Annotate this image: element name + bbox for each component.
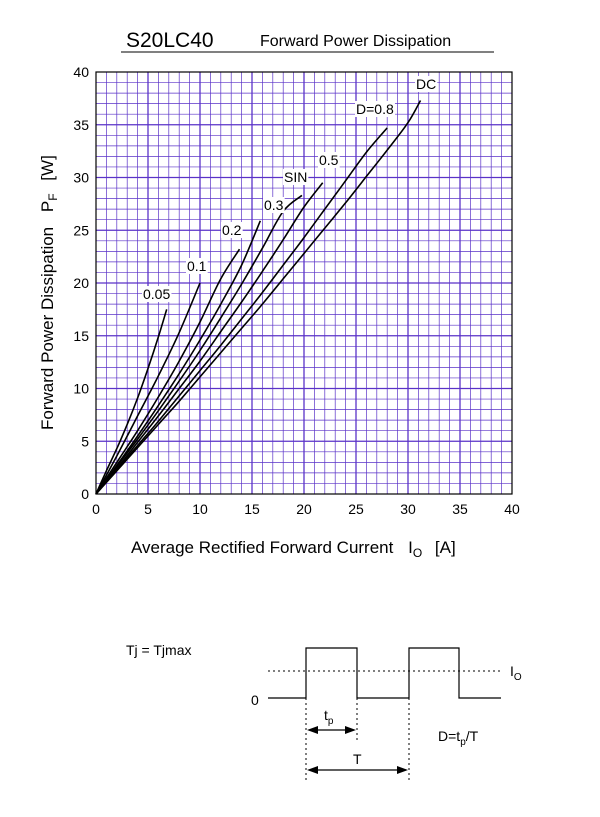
series-line-6	[95, 127, 388, 495]
junction-temp-condition: Tj = Tjmax	[126, 642, 191, 658]
waveform-diagram: Tj = Tjmax 0 IO tp T D=tp/T	[126, 642, 522, 780]
chart-title: Forward Power Dissipation	[260, 33, 451, 50]
y-tick-label: 20	[73, 275, 89, 291]
x-tick-labels: 0 5 10 15 20 25 30 35 40	[92, 501, 520, 517]
y-tick-labels: 0 5 10 15 20 25 30 35 40	[73, 64, 89, 502]
y-tick-label: 0	[81, 486, 89, 502]
part-number: S20LC40	[126, 29, 214, 52]
curve-label-bg-7	[415, 76, 438, 92]
curve-label-bg-4	[283, 169, 309, 185]
io-label: IO	[510, 663, 522, 683]
period-label: T	[353, 751, 362, 767]
series-line-5	[95, 182, 324, 495]
curve-label-bg-5	[318, 152, 340, 168]
series-line-1	[95, 282, 201, 495]
tp-arrow-right-head	[345, 726, 356, 734]
curve-label-2: 0.2	[222, 222, 242, 238]
curve-label-4: SIN	[284, 169, 307, 185]
series-group	[95, 100, 422, 495]
x-tick-label: 30	[400, 501, 416, 517]
x-tick-label: 0	[92, 501, 100, 517]
x-tick-label: 35	[452, 501, 468, 517]
x-axis-title: Average Rectified Forward Current IO [A]	[131, 538, 456, 561]
curve-label-bg-1	[186, 258, 208, 274]
curve-label-bg-6	[355, 101, 395, 117]
tp-label: tp	[324, 707, 334, 727]
y-tick-label: 40	[73, 64, 89, 80]
series-line-7	[95, 100, 422, 495]
period-arrow-right-head	[397, 766, 408, 774]
y-tick-label: 5	[81, 433, 89, 449]
series-line-0	[95, 309, 168, 495]
x-tick-label: 5	[144, 501, 152, 517]
duty-cycle-formula: D=tp/T	[438, 728, 479, 748]
x-tick-label: 10	[192, 501, 208, 517]
curve-label-bg-3	[263, 197, 285, 213]
grid-major	[96, 72, 512, 494]
x-tick-label: 40	[504, 501, 520, 517]
curve-label-0: 0.05	[143, 286, 170, 302]
x-tick-label: 15	[244, 501, 260, 517]
curve-label-5: 0.5	[319, 152, 339, 168]
y-tick-label: 10	[73, 381, 89, 397]
y-axis-title: Forward Power Dissipation PF [W]	[38, 155, 61, 430]
zero-level-label: 0	[251, 692, 259, 708]
x-tick-label: 20	[296, 501, 312, 517]
curve-label-3: 0.3	[264, 197, 284, 213]
series-line-4	[95, 194, 303, 495]
y-tick-label: 25	[73, 222, 89, 238]
curve-label-bg-0	[142, 286, 172, 302]
x-tick-label: 25	[348, 501, 364, 517]
series-line-2	[95, 248, 241, 495]
curve-label-6: D=0.8	[356, 101, 394, 117]
pulse-waveform	[268, 647, 501, 699]
curve-label-1: 0.1	[187, 258, 207, 274]
curve-label-bg-2	[221, 222, 243, 238]
series-line-3	[95, 220, 262, 495]
curve-label-7: DC	[416, 76, 436, 92]
period-arrow-left-head	[307, 766, 318, 774]
plot-frame	[95, 71, 513, 495]
y-tick-label: 15	[73, 328, 89, 344]
y-tick-label: 35	[73, 117, 89, 133]
y-tick-label: 30	[73, 170, 89, 186]
tp-arrow-left-head	[307, 726, 318, 734]
